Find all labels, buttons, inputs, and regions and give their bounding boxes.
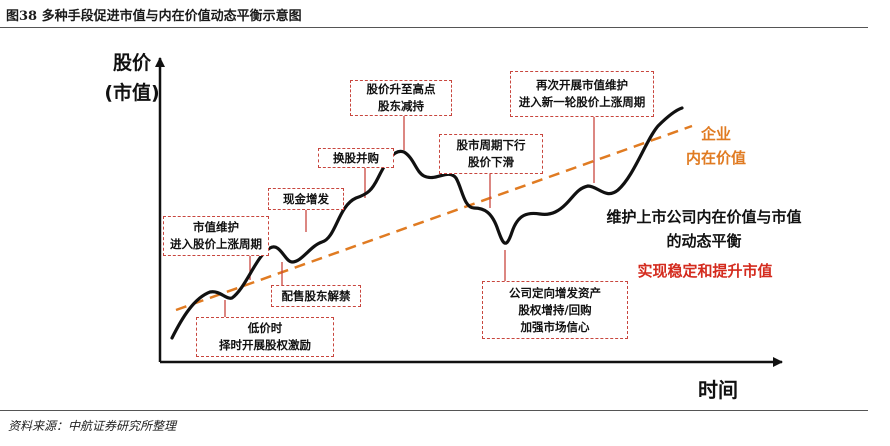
stock-price-curve [170, 106, 684, 340]
callout-line: 进入股价上涨周期 [170, 237, 262, 251]
callout-line: 股权增持/回购 [518, 303, 592, 317]
callout-line: 股价下滑 [468, 155, 514, 169]
callout-line: 择时开展股权激励 [219, 338, 311, 352]
intrinsic-value-label-line1: 企业 [700, 125, 731, 143]
callout-line: 股价升至高点 [366, 82, 436, 96]
intrinsic-value-trend-line [175, 124, 693, 312]
callout-line: 换股并购 [333, 151, 379, 165]
callout-cycle-down: 股市周期下行 股价下滑 [439, 134, 543, 174]
y-axis-label: 股价 (市值) [96, 48, 168, 108]
callout-line: 进入新一轮股价上涨周期 [518, 95, 646, 109]
callout-low-price: 低价时 择时开展股权激励 [196, 317, 334, 357]
callout-line: 加强市场信心 [520, 320, 590, 334]
balance-statement-line2: 的动态平衡 [666, 232, 742, 250]
balance-statement-line1: 维护上市公司内在价值与市值 [606, 208, 802, 226]
figure-title: 图38 多种手段促进市值与内在价值动态平衡示意图 [6, 9, 302, 24]
callout-line: 股东减持 [378, 99, 424, 113]
callout-line: 市值维护 [193, 220, 239, 234]
callout-line: 再次开展市值维护 [536, 78, 628, 92]
source-note: 资料来源：中航证券研究所整理 [8, 419, 177, 433]
callout-maintain-again: 再次开展市值维护 进入新一轮股价上涨周期 [510, 71, 654, 117]
callout-share-swap-merger: 换股并购 [318, 148, 394, 168]
callout-line: 现金增发 [283, 192, 329, 206]
callout-share-sale-lift: 配售股东解禁 [271, 285, 361, 307]
top-divider [0, 27, 868, 28]
callout-line: 配售股东解禁 [281, 289, 351, 303]
callout-line: 公司定向增发资产 [509, 286, 601, 300]
bottom-divider [0, 410, 868, 411]
balance-statement: 维护上市公司内在价值与市值 的动态平衡 [596, 205, 812, 253]
goal-statement: 实现稳定和提升市值 [637, 262, 773, 280]
callout-market-value-maintain: 市值维护 进入股价上涨周期 [163, 216, 269, 256]
callout-price-peak-reduce: 股价升至高点 股东减持 [350, 80, 452, 116]
y-axis-label-line1: 股价 [112, 52, 151, 74]
intrinsic-value-label-line2: 内在价值 [685, 149, 746, 167]
leader-lines [224, 115, 595, 317]
callout-cash-increase: 现金增发 [268, 188, 344, 210]
y-axis-label-line2: (市值) [104, 82, 160, 104]
callout-line: 股市周期下行 [456, 138, 526, 152]
intrinsic-value-label: 企业 内在价值 [681, 122, 751, 170]
x-axis-label: 时间 [698, 378, 738, 402]
callout-line: 低价时 [247, 321, 283, 335]
callout-targeted-issue: 公司定向增发资产 股权增持/回购 加强市场信心 [482, 281, 628, 339]
